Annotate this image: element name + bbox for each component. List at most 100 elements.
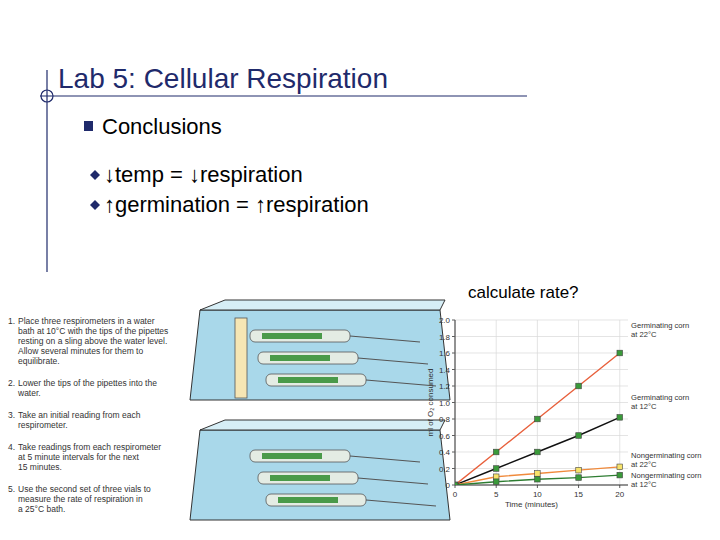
step-text: equilibrate. [18, 356, 60, 366]
step-text: measure the rate of respiration in [18, 494, 143, 504]
series-label: Nongerminating cornat 12°C [631, 471, 702, 489]
step-number: 3. [8, 410, 15, 420]
step-text: bath at 10°C with the tips of the pipett… [18, 326, 168, 336]
step-text: Take readings from each respirometer [18, 442, 161, 452]
marker [535, 416, 541, 422]
plot [455, 350, 623, 485]
grid-line [455, 452, 628, 453]
label-line: Germinating corn [631, 393, 689, 402]
step-number: 1. [8, 316, 15, 326]
marker [535, 476, 541, 482]
vial-content [262, 333, 322, 339]
grid-line [455, 320, 456, 485]
pipette [350, 456, 420, 462]
vial-content [262, 453, 322, 459]
label-line: Nongerminating corn [631, 451, 702, 460]
label-line: at 12°C [631, 480, 657, 489]
bullet-text: ↓temp = ↓respiration [104, 162, 303, 187]
crosshair [41, 90, 53, 102]
vial-content [270, 355, 330, 361]
tick-label: 10 [533, 490, 542, 499]
sub-bullet [90, 170, 100, 180]
grid-line [455, 369, 628, 370]
marker [576, 475, 582, 481]
tick-label: 15 [574, 490, 583, 499]
step-number: 2. [8, 378, 15, 388]
tick-label: 2.0 [439, 316, 451, 325]
respirometer [266, 374, 366, 386]
tick-label: 20 [615, 490, 624, 499]
slide: Lab 5: Cellular RespirationConclusions↓t… [0, 0, 720, 540]
series-label: Germinating cornat 22°C [631, 321, 689, 339]
tick-label: 1.0 [439, 399, 451, 408]
marker [455, 482, 458, 485]
pipette [358, 478, 428, 484]
step-text: Take an initial reading from each [18, 410, 141, 420]
pipette [350, 336, 420, 342]
marker [617, 472, 623, 478]
marker [617, 464, 623, 470]
series-line [455, 467, 620, 485]
marker [455, 482, 458, 485]
grid-line [455, 402, 628, 403]
tick-label: 1.4 [439, 366, 451, 375]
plot-area [455, 320, 628, 485]
water-bath [190, 300, 450, 400]
grid-line [455, 435, 628, 436]
step-text: 15 minutes. [18, 462, 62, 472]
heading-bullet [84, 121, 93, 131]
tick-label: 5 [494, 490, 499, 499]
step-text: Use the second set of three vials to [18, 484, 151, 494]
step-text: Lower the tips of the pipettes into the [18, 378, 157, 388]
pipette [358, 358, 428, 364]
bath-rim [200, 300, 445, 310]
note: calculate rate? [468, 283, 579, 302]
marker [493, 479, 499, 485]
step-number: 4. [8, 442, 15, 452]
bath [190, 430, 450, 520]
tick-label: 1.6 [439, 349, 451, 358]
marker [493, 466, 499, 472]
grid-line [455, 386, 628, 387]
marker [576, 467, 582, 473]
label-line: at 22°C [631, 460, 657, 469]
series-label: Germinating cornat 12°C [631, 393, 689, 411]
marker [455, 482, 458, 485]
respirometer [250, 330, 350, 342]
chart: 00.20.40.60.81.01.21.41.61.82.005101520T… [426, 316, 628, 509]
grid-line [496, 320, 497, 485]
marker [576, 433, 582, 439]
marker [617, 350, 623, 356]
title-rule [40, 95, 527, 96]
step-text: water. [17, 388, 41, 398]
grid-line [455, 419, 628, 420]
respirometer [258, 352, 358, 364]
bath-rim [200, 420, 445, 430]
marker [455, 482, 458, 485]
step-text: at 5 minute intervals for the next [18, 452, 140, 462]
label-line: Germinating corn [631, 321, 689, 330]
respirometer [250, 450, 350, 462]
step-text: resting on a sling above the water level… [18, 336, 167, 346]
x-axis-label: Time (minutes) [505, 500, 558, 509]
grid-line [455, 336, 628, 337]
bath [190, 310, 450, 400]
tick-label: 0.2 [439, 465, 451, 474]
side-rule [46, 70, 47, 272]
pipette [366, 500, 436, 506]
step-number: 5. [8, 484, 15, 494]
step-text: Place three respirometers in a water [18, 316, 155, 326]
grid-line [619, 320, 620, 485]
label-line: at 22°C [631, 330, 657, 339]
bullet-text: ↑germination = ↑respiration [104, 192, 369, 217]
tick-label: 0 [446, 481, 451, 490]
y-axis-label: ml of O₂ consumed [426, 368, 435, 436]
vial-content [278, 377, 338, 383]
step-text: respirometer. [18, 420, 68, 430]
y-axis [455, 320, 456, 485]
step-text: a 25°C bath. [18, 504, 65, 514]
marker [535, 471, 541, 477]
vial-content [278, 497, 338, 503]
grid-line [455, 353, 628, 354]
x-axis [455, 485, 628, 486]
